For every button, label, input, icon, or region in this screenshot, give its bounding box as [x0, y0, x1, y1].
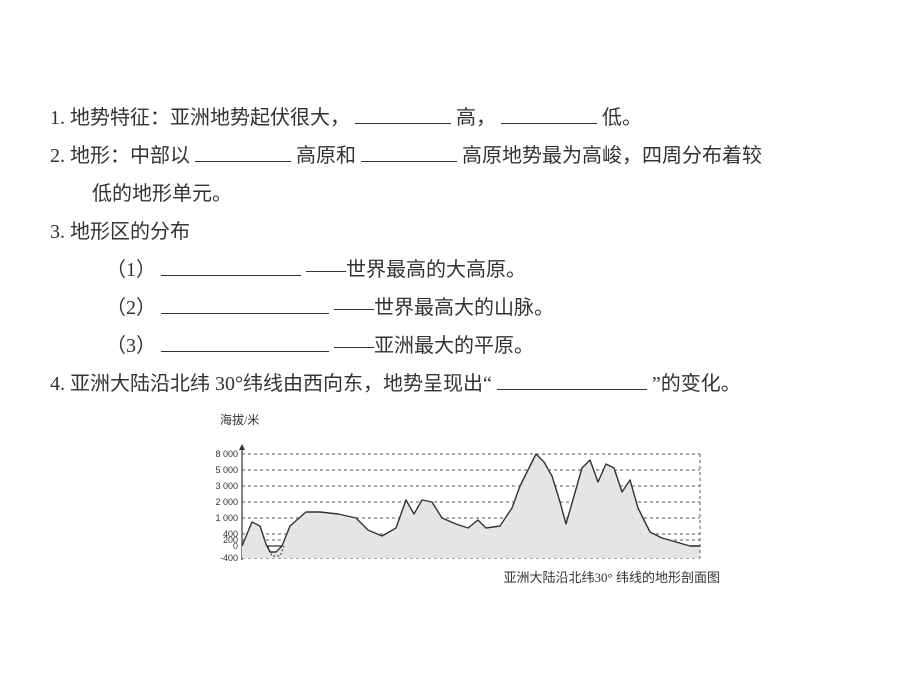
- svg-text:1 000: 1 000: [215, 513, 238, 523]
- q1-text-c: 低。: [602, 107, 642, 129]
- question-3-head: 3. 地形区的分布: [50, 214, 870, 250]
- svg-text:400: 400: [223, 529, 238, 539]
- q3-i1-suffix: ——世界最高的大高原。: [306, 259, 526, 281]
- q2-text-a: 2. 地形：中部以: [50, 145, 190, 167]
- q2-blank-1[interactable]: [195, 140, 291, 162]
- q1-text-b: 高，: [456, 107, 496, 129]
- q3-i3-blank[interactable]: [161, 330, 329, 352]
- q1-text-a: 1. 地势特征：亚洲地势起伏很大，: [50, 107, 350, 129]
- q1-blank-2[interactable]: [501, 102, 597, 124]
- question-2-line-1: 2. 地形：中部以 高原和 高原地势最为高峻，四周分布着较: [50, 138, 870, 174]
- question-2-line-2: 低的地形单元。: [50, 176, 870, 212]
- q3-i2-prefix: （2）: [106, 297, 156, 319]
- q2-blank-2[interactable]: [361, 140, 457, 162]
- question-3-item-1: （1） ——世界最高的大高原。: [50, 252, 870, 288]
- svg-text:-400: -400: [220, 553, 238, 563]
- svg-text:2 000: 2 000: [215, 497, 238, 507]
- svg-text:8 000: 8 000: [215, 449, 238, 459]
- q4-text-b: ”的变化。: [652, 373, 741, 395]
- q3-i2-blank[interactable]: [161, 292, 329, 314]
- q2-text-b: 高原和: [296, 145, 356, 167]
- q2-text-d: 低的地形单元。: [92, 183, 232, 205]
- y-axis-label: 海拔/米: [220, 410, 720, 432]
- elevation-profile-svg: -40002004001 0002 0003 0005 0008 000: [200, 434, 720, 564]
- question-3-item-2: （2） ——世界最高大的山脉。: [50, 290, 870, 326]
- q4-blank[interactable]: [497, 368, 647, 390]
- elevation-chart: 海拔/米 -40002004001 0002 0003 0005 0008 00…: [200, 410, 720, 589]
- svg-text:5 000: 5 000: [215, 465, 238, 475]
- q4-text-a: 4. 亚洲大陆沿北纬 30°纬线由西向东，地势呈现出“: [50, 373, 492, 395]
- q3-i1-prefix: （1）: [106, 259, 156, 281]
- q2-text-c: 高原地势最为高峻，四周分布着较: [462, 145, 762, 167]
- q3-head-text: 3. 地形区的分布: [50, 221, 190, 243]
- question-4: 4. 亚洲大陆沿北纬 30°纬线由西向东，地势呈现出“ ”的变化。: [50, 366, 870, 402]
- q3-i3-suffix: ——亚洲最大的平原。: [334, 335, 534, 357]
- q3-i1-blank[interactable]: [161, 254, 301, 276]
- question-3-item-3: （3） ——亚洲最大的平原。: [50, 328, 870, 364]
- q3-i2-suffix: ——世界最高大的山脉。: [334, 297, 554, 319]
- question-1: 1. 地势特征：亚洲地势起伏很大， 高， 低。: [50, 100, 870, 136]
- q3-i3-prefix: （3）: [106, 335, 156, 357]
- q1-blank-1[interactable]: [355, 102, 451, 124]
- svg-text:3 000: 3 000: [215, 481, 238, 491]
- chart-caption: 亚洲大陆沿北纬30° 纬线的地形剖面图: [200, 566, 720, 589]
